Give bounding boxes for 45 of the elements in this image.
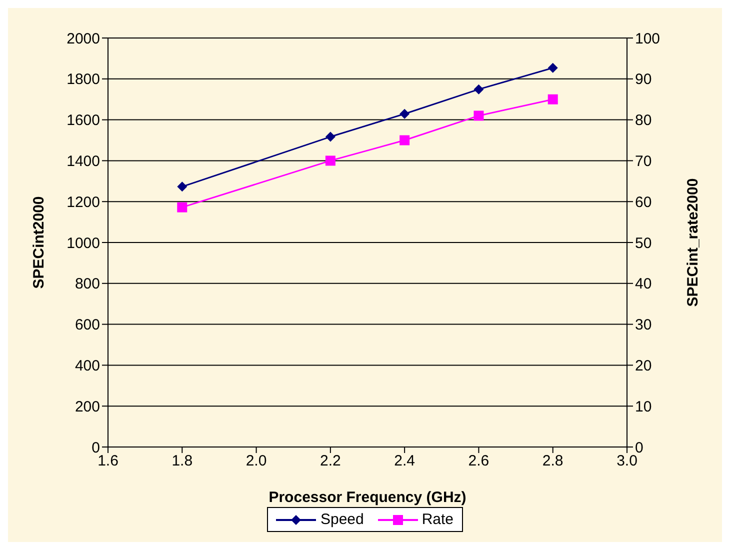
point — [474, 110, 484, 121]
x-tick-label: 1.8 — [172, 452, 193, 470]
x-tick-label: 1.6 — [98, 452, 118, 470]
y-tick-label: 1800 — [66, 71, 100, 88]
y2-tick-label: 60 — [635, 194, 652, 211]
legend-label: Speed — [319, 511, 364, 528]
y2-tick-label: 30 — [635, 316, 652, 334]
y-tick-label: 1000 — [66, 234, 100, 252]
legend-label: Rate — [420, 511, 454, 528]
y-tick-label: 0 — [92, 439, 100, 456]
y-tick-label: 2000 — [66, 30, 100, 48]
point — [474, 84, 484, 94]
y2-tick-label: 50 — [635, 234, 652, 252]
point — [400, 135, 410, 146]
x-tick-label: 2.4 — [394, 452, 415, 470]
y-tick-label: 800 — [74, 276, 100, 293]
x-tick-label: 2.8 — [542, 452, 564, 470]
x-axis-title: Processor Frequency (GHz) — [268, 489, 466, 506]
y2-tick-label: 80 — [635, 112, 652, 130]
y-tick-label: 1200 — [66, 194, 100, 211]
x-tick-label: 2.2 — [320, 452, 341, 470]
y2-axis-title: SPECint_rate2000 — [684, 178, 702, 307]
y2-tick-label: 0 — [635, 439, 644, 456]
y-tick-label: 600 — [74, 316, 100, 334]
point — [177, 182, 188, 192]
y2-tick-label: 20 — [635, 358, 652, 375]
y-tick-label: 400 — [74, 358, 100, 375]
y-tick-label: 200 — [74, 398, 100, 416]
point — [325, 156, 336, 166]
y-tick-label: 1400 — [66, 153, 100, 170]
point — [177, 202, 188, 212]
y-axis-title: SPECint2000 — [30, 196, 48, 289]
y2-tick-label: 90 — [635, 71, 652, 88]
y2-tick-label: 10 — [635, 398, 652, 416]
point — [400, 108, 410, 119]
y2-tick-label: 40 — [635, 276, 652, 293]
point — [548, 62, 558, 73]
x-tick-label: 2.0 — [246, 452, 267, 470]
y2-tick-label: 70 — [635, 153, 652, 170]
y2-tick-label: 100 — [635, 30, 660, 48]
x-tick-label: 3.0 — [616, 452, 638, 470]
point — [325, 132, 336, 142]
point — [548, 94, 558, 104]
x-tick-label: 2.6 — [468, 452, 490, 470]
y-tick-label: 1600 — [66, 112, 100, 130]
